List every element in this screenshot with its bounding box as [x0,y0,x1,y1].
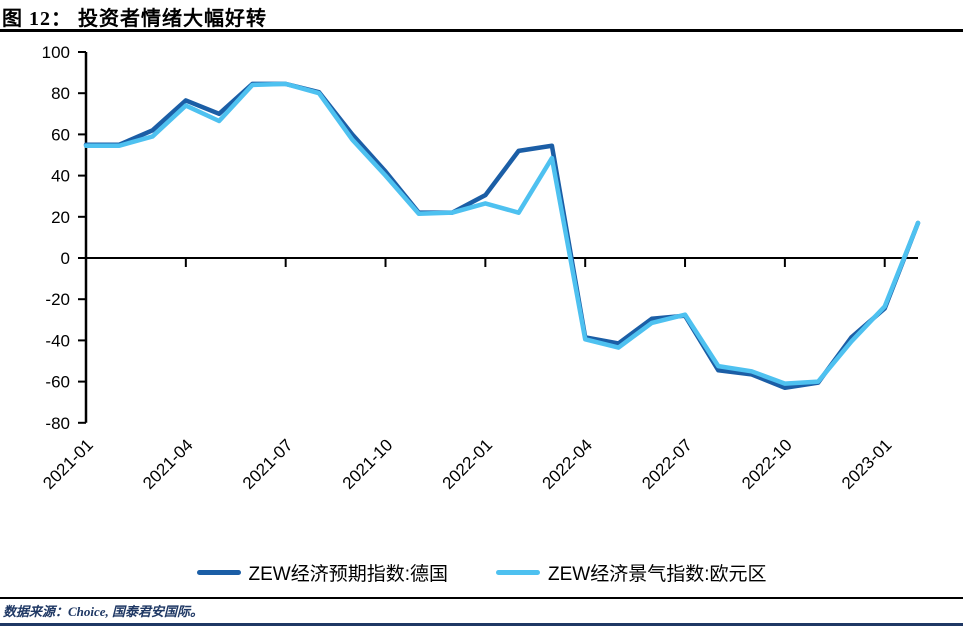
legend-swatch-eurozone [496,569,540,575]
y-tick-label: -20 [45,290,70,309]
footer-rule [0,597,963,599]
x-tick-label: 2022-01 [439,435,497,493]
legend-label-germany: ZEW经济预期指数:德国 [248,563,449,585]
legend-swatch-germany [196,569,241,575]
chart-legend: ZEW经济预期指数:德国 ZEW经济景气指数:欧元区 [0,554,963,590]
bottom-rule [0,623,963,626]
y-tick-label: 0 [61,249,70,268]
legend-item-germany: ZEW经济预期指数:德国 [196,559,449,586]
title-rule [0,29,963,32]
legend-label-eurozone: ZEW经济景气指数:欧元区 [548,563,767,585]
sentiment-line-chart: 100 80 60 40 20 0 -20 -40 -60 -80 2021-01 2021-04 20… [0,32,963,552]
y-tick-label: -80 [45,414,70,433]
x-tick-label: 2022-04 [538,435,596,493]
x-tick-label: 2021-07 [239,435,297,493]
y-tick-label: -60 [45,373,70,392]
y-tick-label: 80 [51,84,70,103]
x-tick-label: 2023-01 [838,435,896,493]
chart-svg: 100 80 60 40 20 0 -20 -40 -60 -80 2021-01 2021-04 20… [39,43,921,493]
y-tick-label: -40 [45,331,70,350]
y-tick-label: 60 [51,125,70,144]
series-line-eurozone [83,81,921,386]
y-tick-label: 20 [51,208,70,227]
x-tick-label: 2021-04 [139,435,197,493]
legend-item-eurozone: ZEW经济景气指数:欧元区 [496,559,767,586]
x-tick-label: 2021-01 [39,435,97,493]
data-source-note: 数据来源：Choice, 国泰君安国际。 [3,604,204,619]
x-tick-label: 2022-07 [638,435,696,493]
y-tick-label: 40 [51,167,70,186]
x-tick-label: 2021-10 [339,435,397,493]
chart-title: 图 12： 投资者情绪大幅好转 [2,8,267,30]
x-tick-label: 2022-10 [738,435,796,493]
y-tick-label: 100 [42,43,70,62]
series-line-germany [83,81,921,391]
